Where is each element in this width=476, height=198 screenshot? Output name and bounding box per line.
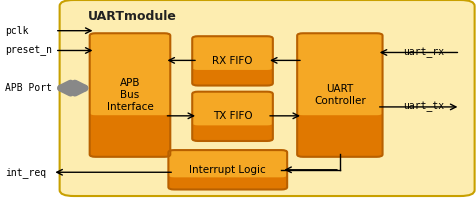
FancyBboxPatch shape	[192, 114, 272, 141]
Text: APB
Bus
Interface: APB Bus Interface	[106, 78, 153, 112]
Text: uart_rx: uart_rx	[402, 47, 443, 58]
Text: pclk: pclk	[5, 26, 28, 36]
Text: uart_tx: uart_tx	[402, 102, 443, 112]
FancyBboxPatch shape	[89, 33, 170, 115]
FancyBboxPatch shape	[297, 93, 382, 157]
Text: UARTmodule: UARTmodule	[88, 10, 177, 23]
FancyBboxPatch shape	[192, 59, 272, 86]
Text: TX FIFO: TX FIFO	[212, 111, 252, 121]
FancyBboxPatch shape	[192, 92, 272, 125]
Text: Interrupt Logic: Interrupt Logic	[189, 165, 266, 175]
Text: UART
Controller: UART Controller	[313, 84, 365, 106]
FancyBboxPatch shape	[297, 33, 382, 115]
FancyBboxPatch shape	[60, 0, 474, 196]
Text: preset_n: preset_n	[5, 45, 52, 56]
FancyBboxPatch shape	[89, 93, 170, 157]
FancyBboxPatch shape	[168, 168, 287, 189]
FancyBboxPatch shape	[192, 36, 272, 70]
FancyBboxPatch shape	[168, 150, 287, 177]
Text: int_req: int_req	[5, 167, 46, 178]
Text: APB Port: APB Port	[5, 83, 52, 93]
Text: RX FIFO: RX FIFO	[212, 56, 252, 66]
